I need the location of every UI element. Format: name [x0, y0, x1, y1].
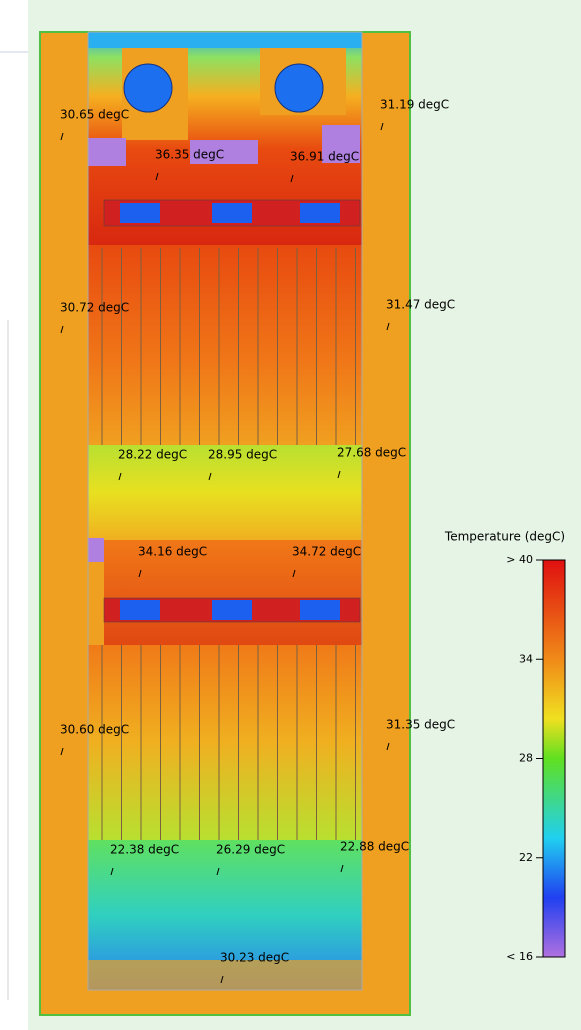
component: [88, 138, 126, 166]
colorbar-tick-label: < 16: [506, 950, 533, 963]
heatsink: [88, 245, 362, 445]
probe-label: 31.19 degC: [380, 98, 449, 112]
probe-label: 31.35 degC: [386, 718, 455, 732]
probe-label: 26.29 degC: [216, 843, 285, 857]
probe-label: 22.88 degC: [340, 840, 409, 854]
screen: 30.65 degC 36.35 degC 36.91 degC 31.19 degC…: [0, 0, 581, 1030]
probe-label: 36.91 degC: [290, 150, 359, 164]
fan-blade: [300, 600, 340, 620]
probe-label: 22.38 degC: [110, 843, 179, 857]
probe-label: 30.72 degC: [60, 301, 129, 315]
probe-label: 28.95 degC: [208, 448, 277, 462]
probe-label: 30.65 degC: [60, 108, 129, 122]
simulation-view: [40, 32, 410, 1015]
probe-label: 34.72 degC: [292, 545, 361, 559]
probe-label: 28.22 degC: [118, 448, 187, 462]
side-panel: [0, 0, 28, 1030]
fan-blade: [300, 203, 340, 223]
probe-label: 36.35 degC: [155, 148, 224, 162]
fan-blade: [212, 203, 252, 223]
probe-label: 30.60 degC: [60, 723, 129, 737]
heatsink: [88, 645, 362, 840]
probe-label: 27.68 degC: [337, 446, 406, 460]
fan-hub: [275, 64, 323, 112]
colorbar-scale: [543, 560, 565, 957]
component: [88, 538, 104, 562]
colorbar-title: Temperature (degC): [444, 530, 565, 544]
fan-blade: [120, 203, 160, 223]
colorbar-tick-label: > 40: [506, 553, 533, 566]
probe-label: 30.23 degC: [220, 951, 289, 965]
colorbar-tick-label: 34: [519, 652, 533, 665]
colorbar-tick-label: 22: [519, 851, 533, 864]
colorbar-tick-label: 28: [519, 752, 533, 765]
inlet: [88, 32, 362, 48]
outlet: [88, 960, 362, 990]
fan-blade: [212, 600, 252, 620]
probe-label: 31.47 degC: [386, 298, 455, 312]
probe-label: 34.16 degC: [138, 545, 207, 559]
fan-hub: [124, 64, 172, 112]
page: 30.65 degC 36.35 degC 36.91 degC 31.19 degC…: [0, 0, 581, 1030]
fan-blade: [120, 600, 160, 620]
